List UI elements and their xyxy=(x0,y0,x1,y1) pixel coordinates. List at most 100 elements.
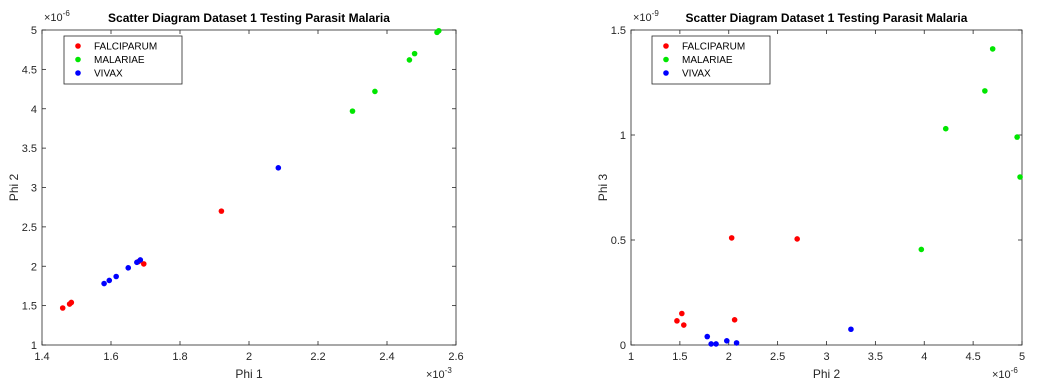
x-tick-label: 2.2 xyxy=(310,351,325,363)
x-tick-label: 2 xyxy=(246,351,252,363)
x-tick-label: 1.8 xyxy=(172,351,187,363)
y-tick-label: 3.5 xyxy=(22,143,37,155)
data-point-falciparum xyxy=(728,235,735,241)
x-exponent-power: -6 xyxy=(1011,366,1019,375)
x-tick-label: 2 xyxy=(726,351,732,363)
x-tick-label: 1.5 xyxy=(672,351,687,363)
y-exponent-base: ×10 xyxy=(633,12,652,24)
y-tick-label: 4 xyxy=(31,104,37,116)
x-tick-label: 1.6 xyxy=(103,351,118,363)
x-axis-label: Phi 1 xyxy=(235,367,263,381)
x-exponent-label: ×10-6 xyxy=(992,366,1018,381)
y-tick-label: 4.5 xyxy=(22,64,37,76)
y-exponent-label: ×10-9 xyxy=(633,9,659,24)
x-tick-label: 3 xyxy=(823,351,829,363)
chart-title: Scatter Diagram Dataset 1 Testing Parasi… xyxy=(108,11,390,25)
y-exponent-base: ×10 xyxy=(44,12,63,24)
data-point-malariae xyxy=(411,50,418,57)
data-point-falciparum xyxy=(731,317,738,323)
x-axis-label: Phi 2 xyxy=(813,367,841,381)
chart-2: 1 1.5 2 2.5 3 3.5 4 4.5 5 0 0.5 1 1.5 Scatter Diagram… xyxy=(596,9,1025,381)
legend-label-falciparum: FALCIPARUM xyxy=(682,42,745,53)
legend-marker-falciparum xyxy=(75,43,81,49)
x-tick-label: 1 xyxy=(628,351,634,363)
data-point-vivax xyxy=(723,338,730,344)
series-vivax xyxy=(704,326,854,347)
data-point-malariae xyxy=(989,46,996,52)
data-point-malariae xyxy=(1014,134,1020,140)
y-exponent-label: ×10-6 xyxy=(44,9,70,24)
data-point-falciparum xyxy=(218,208,225,214)
data-point-vivax xyxy=(848,326,854,333)
data-point-vivax xyxy=(275,165,282,171)
data-point-falciparum xyxy=(68,299,75,306)
data-point-falciparum xyxy=(59,305,66,311)
data-point-vivax xyxy=(708,341,714,347)
x-tick-label: 2.6 xyxy=(448,351,463,363)
legend-marker-vivax xyxy=(75,70,81,76)
legend-box xyxy=(63,35,183,85)
y-tick-label: 1.5 xyxy=(22,301,37,313)
chart-1: 1.4 1.6 1.8 2 2.2 2.4 2.6 1 1.5 2 2.5 3 3.5 4 4.5 5 Scat… xyxy=(7,9,464,381)
data-point-falciparum xyxy=(140,261,147,267)
y-axis: 1 1.5 2 2.5 3 3.5 4 4.5 5 xyxy=(22,25,456,352)
data-point-malariae xyxy=(942,125,949,132)
legend-marker-malariae xyxy=(75,56,81,63)
data-point-malariae xyxy=(372,88,378,95)
data-point-vivax xyxy=(733,340,740,346)
data-point-vivax xyxy=(704,333,711,340)
data-point-vivax xyxy=(137,257,144,263)
data-point-malariae xyxy=(406,57,413,63)
legend-label-malariae: MALARIAE xyxy=(682,55,733,66)
data-point-malariae xyxy=(982,88,988,94)
x-exponent-power: -3 xyxy=(445,366,453,375)
series-malariae xyxy=(918,46,1023,253)
y-axis-label: Phi 2 xyxy=(7,174,21,202)
x-exponent-base: ×10 xyxy=(426,369,445,381)
y-tick-label: 2.5 xyxy=(22,222,37,234)
y-tick-label: 0 xyxy=(620,340,626,352)
x-exponent-label: ×10-3 xyxy=(426,366,452,381)
legend-box xyxy=(651,35,771,85)
legend-marker-falciparum xyxy=(663,43,669,49)
series-vivax xyxy=(101,165,282,287)
data-point-malariae xyxy=(918,246,925,253)
x-tick-label: 2.5 xyxy=(770,351,785,363)
x-tick-label: 1.4 xyxy=(34,351,49,363)
y-tick-label: 3 xyxy=(31,183,37,195)
y-exponent-power: -6 xyxy=(63,9,71,18)
data-point-malariae xyxy=(349,108,356,114)
y-tick-label: 0.5 xyxy=(611,235,626,247)
y-axis: 0 0.5 1 1.5 xyxy=(611,25,1022,352)
data-point-vivax xyxy=(106,277,113,284)
legend-label-vivax: VIVAX xyxy=(682,69,711,80)
data-point-falciparum xyxy=(794,236,800,242)
y-exponent-power: -9 xyxy=(652,9,660,18)
data-point-malariae xyxy=(1017,174,1023,180)
data-point-falciparum xyxy=(680,322,687,328)
legend-marker-vivax xyxy=(663,70,669,76)
data-point-vivax xyxy=(713,341,719,347)
legend-label-vivax: VIVAX xyxy=(94,69,123,80)
chart-title: Scatter Diagram Dataset 1 Testing Parasi… xyxy=(686,11,968,25)
series-malariae xyxy=(349,27,442,114)
x-tick-label: 2.4 xyxy=(379,351,394,363)
series-falciparum xyxy=(674,235,800,328)
x-tick-label: 3.5 xyxy=(868,351,883,363)
y-tick-label: 5 xyxy=(31,25,37,37)
legend: FALCIPARUM MALARIAE VIVAX xyxy=(651,35,771,85)
legend: FALCIPARUM MALARIAE VIVAX xyxy=(63,35,183,85)
legend-label-falciparum: FALCIPARUM xyxy=(94,42,157,53)
y-tick-label: 1 xyxy=(620,130,626,142)
y-tick-label: 2 xyxy=(31,261,37,273)
x-exponent-base: ×10 xyxy=(992,369,1011,381)
y-tick-label: 1.5 xyxy=(611,25,626,37)
x-tick-label: 4 xyxy=(921,351,927,363)
data-point-vivax xyxy=(125,265,132,271)
data-point-malariae xyxy=(435,27,442,34)
legend-label-malariae: MALARIAE xyxy=(94,55,145,66)
legend-marker-malariae xyxy=(663,56,669,63)
x-axis: 1 1.5 2 2.5 3 3.5 4 4.5 5 xyxy=(628,30,1025,363)
y-tick-label: 1 xyxy=(31,340,37,352)
